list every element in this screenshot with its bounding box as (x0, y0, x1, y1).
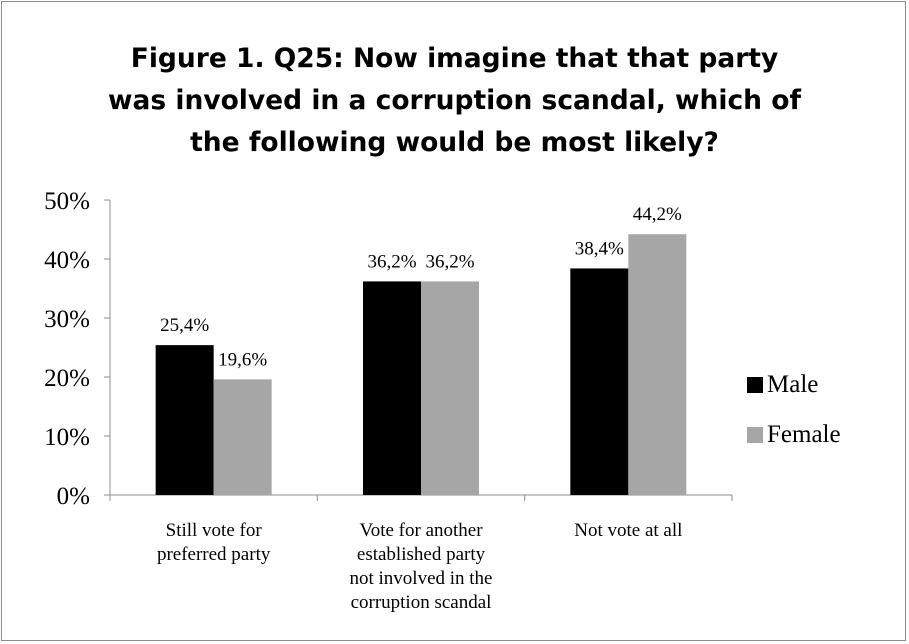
x-category-label: Not vote at all (574, 520, 682, 541)
data-label-male: 25,4% (160, 315, 209, 336)
data-label-female: 36,2% (425, 251, 474, 272)
legend-label-female: Female (767, 421, 841, 448)
data-label-male: 38,4% (575, 238, 624, 259)
y-tick-label: 10% (44, 424, 90, 451)
x-category-label: corruption scandal (351, 592, 492, 613)
x-category-label: preferred party (157, 544, 271, 565)
bar-male (155, 345, 214, 495)
data-label-female: 19,6% (218, 349, 267, 370)
bar-female (628, 234, 687, 495)
legend-swatch-female (747, 427, 763, 443)
x-category-label: Vote for another (359, 520, 483, 541)
y-tick-label: 30% (44, 306, 90, 333)
data-label-male: 36,2% (367, 251, 416, 272)
legend-label-male: Male (767, 371, 819, 398)
bar-female (421, 281, 479, 495)
chart-title: Figure 1. Q25: Now imagine that that par… (0, 38, 909, 164)
legend: Male Female (747, 371, 841, 472)
x-category-label: established party (357, 544, 486, 565)
chart-title-line: the following would be most likely? (190, 127, 719, 158)
data-label-female: 44,2% (633, 204, 682, 225)
y-tick-label: 0% (57, 483, 90, 510)
y-tick-label: 50% (44, 188, 90, 215)
bar-female (213, 379, 272, 495)
bar-male (363, 281, 421, 495)
legend-swatch-male (747, 377, 763, 393)
x-category-label: Still vote for (166, 520, 263, 541)
chart-title-line: was involved in a corruption scandal, wh… (108, 85, 801, 116)
legend-item-male: Male (747, 371, 841, 398)
bar-male (570, 268, 629, 495)
chart-title-line: Figure 1. Q25: Now imagine that that par… (130, 43, 779, 74)
y-tick-label: 20% (44, 365, 90, 392)
x-category-label: not involved in the (349, 568, 492, 589)
y-tick-label: 40% (44, 247, 90, 274)
legend-item-female: Female (747, 421, 841, 448)
